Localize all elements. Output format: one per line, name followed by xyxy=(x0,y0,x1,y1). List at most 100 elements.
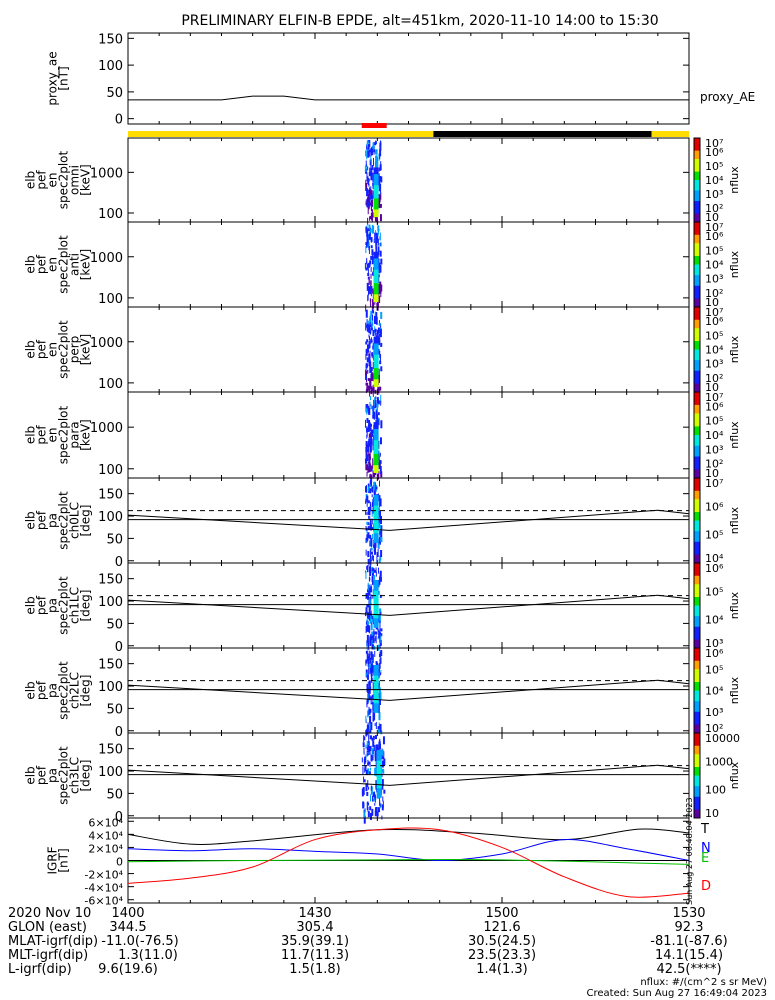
spectrogram-pixel xyxy=(378,153,380,162)
colorbar-segment xyxy=(694,580,700,583)
colorbar-segment xyxy=(694,743,700,747)
spectrogram-pixel xyxy=(378,348,380,352)
spectrogram-pixel xyxy=(375,162,377,171)
spectrogram-pixel xyxy=(370,474,373,483)
spectrogram-pixel xyxy=(370,255,373,260)
spectrogram-pixel xyxy=(374,722,376,726)
y-axis-label: elb xyxy=(24,426,38,444)
spectrogram-pixel xyxy=(374,490,376,499)
spectrogram-pixel xyxy=(368,466,371,472)
colorbar-segment xyxy=(694,167,700,170)
spectrogram-pixel xyxy=(366,429,368,437)
y-axis-label: pa xyxy=(46,598,60,613)
colorbar-segment xyxy=(694,150,700,154)
spectrogram-pixel xyxy=(375,486,378,490)
spectrogram-pixel xyxy=(367,467,370,473)
colorbar-tick-label: 10⁷ xyxy=(705,306,723,319)
spectrogram-pixel xyxy=(369,515,371,520)
colorbar-segment xyxy=(694,266,700,270)
colorbar-segment xyxy=(694,586,700,589)
spectrogram-pixel xyxy=(368,462,371,469)
spectrogram-core xyxy=(373,180,379,184)
colorbar-segment xyxy=(694,626,700,630)
spectrogram-pixel xyxy=(369,263,371,267)
spectrogram-core xyxy=(373,296,379,300)
spectrogram-core xyxy=(373,671,379,675)
colorbar-label: nflux xyxy=(728,506,741,534)
spectrogram-pixel xyxy=(365,571,367,580)
colorbar-segment xyxy=(694,173,700,177)
colorbar-segment xyxy=(694,236,700,240)
spectrogram-core xyxy=(373,535,379,539)
y-tick-label: -2×10⁴ xyxy=(84,869,123,882)
spectrogram-pixel xyxy=(369,140,371,148)
spectrogram-pixel xyxy=(368,233,370,242)
spectrogram-pixel xyxy=(381,760,384,768)
colorbar-segment xyxy=(694,281,700,285)
y-tick-label: 0 xyxy=(115,725,123,740)
spectrogram-pixel xyxy=(366,530,368,534)
spectrogram-pixel xyxy=(379,452,381,457)
colorbar-segment xyxy=(694,224,700,227)
spectrogram-pixel xyxy=(366,502,368,507)
colorbar-segment xyxy=(694,324,700,327)
spectrogram-pixel xyxy=(366,188,369,197)
spectrogram-pixel xyxy=(375,661,378,665)
spectrogram-pixel xyxy=(378,511,381,516)
y-tick-label: 0 xyxy=(115,810,123,825)
spectrogram-core xyxy=(373,287,379,291)
colorbar-label: nflux xyxy=(728,676,741,704)
spectrogram-core xyxy=(373,505,379,509)
y-axis-label: elb xyxy=(24,511,38,529)
spectrogram-pixel xyxy=(379,651,381,658)
spectrogram-pixel xyxy=(363,809,366,818)
spectrogram-pixel xyxy=(368,507,371,512)
spectrogram-pixel xyxy=(379,636,381,643)
spectrogram-pixel xyxy=(380,669,382,674)
spectrogram-pixel xyxy=(368,711,370,716)
colorbar-segment xyxy=(694,396,700,399)
spectrogram-pixel xyxy=(367,369,369,373)
spectrogram-core xyxy=(373,682,379,686)
spectrogram-pixel xyxy=(367,806,369,812)
spectrogram-pixel xyxy=(375,744,378,752)
spectrogram-pixel xyxy=(371,249,374,256)
colorbar-tick-label: 10⁴ xyxy=(705,344,724,357)
colorbar-segment xyxy=(694,381,700,384)
spectrogram-pixel xyxy=(373,744,376,751)
spectrogram-pixel xyxy=(380,258,383,265)
spectrogram-pixel xyxy=(378,614,380,623)
colorbar-segment xyxy=(694,628,700,632)
spectrogram-pixel xyxy=(377,727,380,734)
spectrogram-pixel xyxy=(365,150,367,157)
colorbar-tick-label: 10³ xyxy=(705,273,723,286)
spectrogram-pixel xyxy=(363,779,366,783)
colorbar-segment xyxy=(694,594,700,598)
spectrogram-pixel xyxy=(365,349,367,353)
time-tick: 1500 xyxy=(485,906,519,921)
spectrogram-pixel xyxy=(371,737,374,741)
colorbar-segment xyxy=(694,677,700,681)
y-axis-label: [deg] xyxy=(79,505,93,537)
spectrogram-core xyxy=(373,665,379,669)
spectrogram-pixel xyxy=(369,159,372,166)
colorbar-segment xyxy=(694,304,700,308)
spectrogram-pixel xyxy=(378,270,381,274)
spectrogram-pixel xyxy=(367,762,370,766)
spectrogram-pixel xyxy=(374,232,376,240)
spectrogram-pixel xyxy=(366,471,368,477)
colorbar-tick-label: 10³ xyxy=(705,443,723,456)
spectrogram-pixel xyxy=(372,343,374,350)
colorbar-segment xyxy=(694,633,700,636)
colorbar-segment xyxy=(694,186,700,189)
colorbar-segment xyxy=(694,792,700,796)
spectrogram-core xyxy=(373,200,379,204)
time-axis-row: 2020 Nov 10 1400 1430 1500 1530 xyxy=(0,907,775,921)
colorbar-segment xyxy=(694,779,700,783)
colorbar-segment xyxy=(694,234,700,238)
colorbar-segment xyxy=(694,311,700,314)
spectrogram-pixel xyxy=(372,594,374,599)
y-tick-label: 2×10⁴ xyxy=(88,842,123,855)
spectrogram-pixel xyxy=(363,751,365,755)
spectrogram-pixel xyxy=(375,796,377,800)
